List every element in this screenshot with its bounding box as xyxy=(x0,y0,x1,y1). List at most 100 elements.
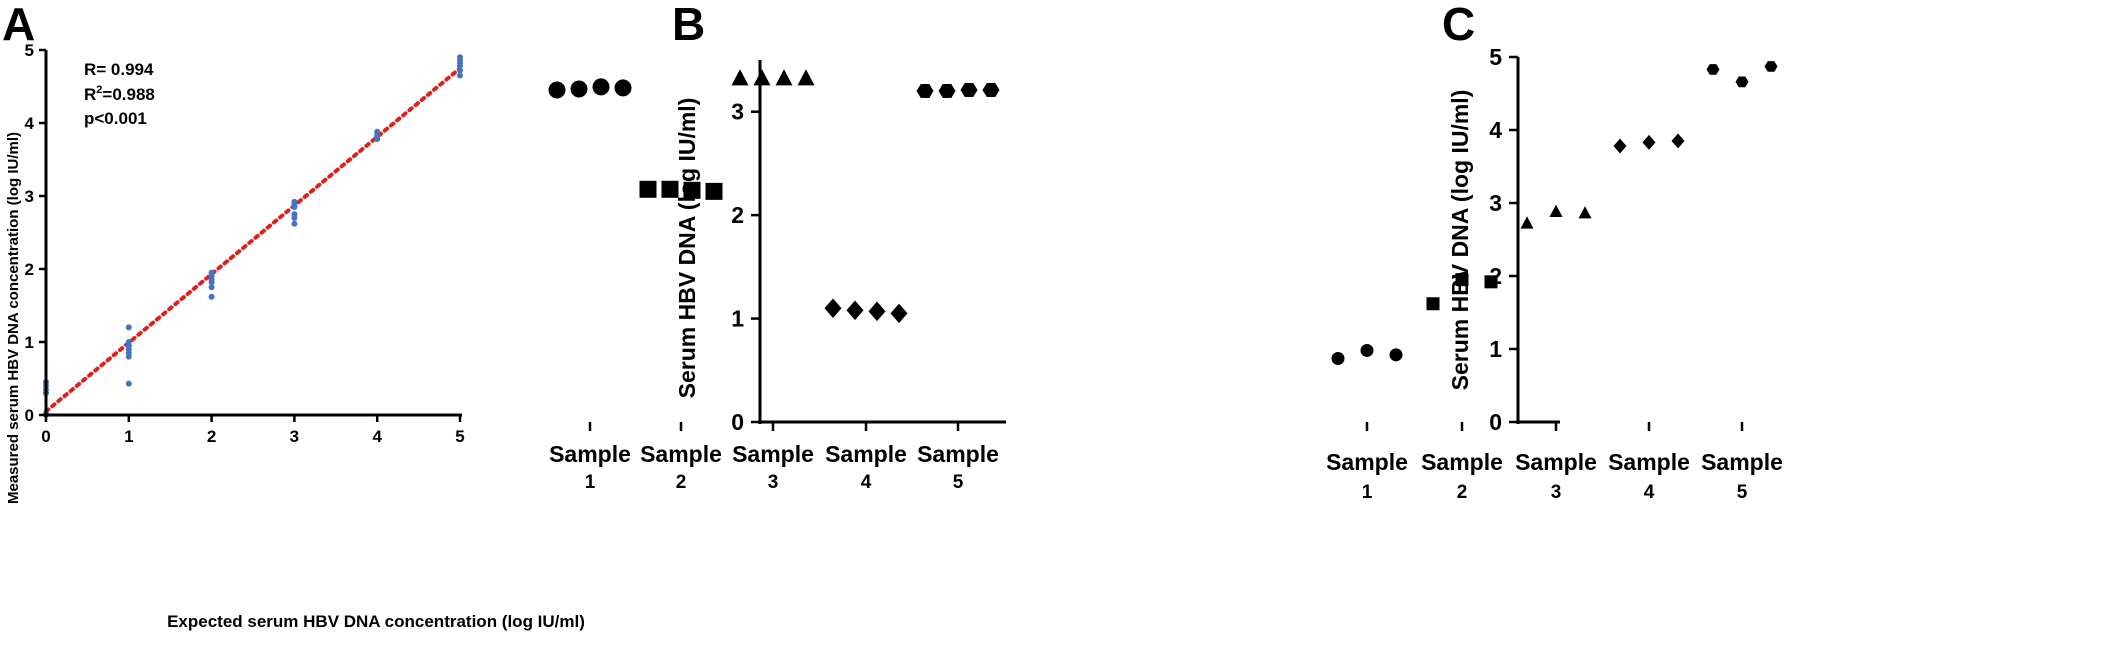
panel-a-stat-r: R= 0.994 xyxy=(84,60,154,79)
panel-b-category-number: 4 xyxy=(861,472,872,493)
panel-b-category-label: Sample xyxy=(825,441,907,467)
panel-a-x-tick-label: 1 xyxy=(124,427,133,446)
panel-b-data-point xyxy=(661,180,679,198)
panel-b-y-tick-label: 0 xyxy=(731,409,744,435)
panel-b-data-point xyxy=(890,303,908,324)
panel-c-y-tick-label: 3 xyxy=(1489,190,1502,216)
panel-c-data-point xyxy=(1331,351,1345,365)
panel-c-data-point xyxy=(1642,134,1656,150)
panel-a-x-tick-label: 2 xyxy=(207,427,216,446)
panel-c-y-axis-title: Serum HBV DNA (log IU/ml) xyxy=(1447,90,1473,391)
panel-a-fit-line-group xyxy=(44,66,462,414)
panel-c-data-point xyxy=(1706,64,1720,75)
panel-b-data-point xyxy=(592,78,610,96)
panel-c-scatter-plot: C 0 1 2 3 4 5 Sample 1 Sample 2 Sample 3 Sample 4 Samp… xyxy=(1326,0,1783,503)
panel-a-data-point xyxy=(291,220,298,227)
panel-b-data-point xyxy=(753,69,771,86)
panel-a-y-tick-label: 1 xyxy=(25,333,34,352)
panel-c-data-point xyxy=(1549,204,1563,217)
panel-b-y-tick-label: 2 xyxy=(731,202,744,228)
panel-a-x-axis-title: Expected serum HBV DNA concentration (lo… xyxy=(167,612,585,631)
panel-b-y-tick-label: 1 xyxy=(731,306,744,332)
panel-b-data-point xyxy=(570,80,588,98)
panel-a-data-point xyxy=(457,67,463,74)
panel-a-y-tick-label: 5 xyxy=(25,41,34,60)
panel-a-data-point xyxy=(208,269,215,276)
panel-b-data-point xyxy=(938,84,956,98)
panel-b-data-point xyxy=(797,69,815,86)
panel-b-data-point xyxy=(614,79,632,97)
panel-c-category-number: 2 xyxy=(1457,482,1468,503)
panel-c-points xyxy=(1331,61,1778,365)
panel-c-data-point xyxy=(1671,133,1685,149)
panel-b-tick-labels: 0 1 2 3 Sample 1 Sample 2 Sample 3 Sample 4 Sample 5 xyxy=(549,99,999,493)
panel-b-data-point xyxy=(982,83,1000,97)
panel-c-data-point xyxy=(1520,216,1534,229)
panel-c-category-label: Sample xyxy=(1608,449,1690,475)
panel-c-axes xyxy=(1365,55,1744,431)
panel-c-y-tick-label: 0 xyxy=(1489,409,1502,435)
panel-b-data-point xyxy=(705,182,723,200)
panel-a-data-point xyxy=(125,380,132,387)
panel-c-data-point xyxy=(1389,348,1403,362)
panel-c-category-number: 4 xyxy=(1644,482,1655,503)
panel-c-y-tick-label: 1 xyxy=(1489,336,1502,362)
panel-b-category-label: Sample xyxy=(917,441,999,467)
panel-a-data-point xyxy=(125,324,132,331)
panel-b-data-point xyxy=(916,84,934,98)
panel-a-data-point xyxy=(457,72,463,79)
panel-c-data-point xyxy=(1360,343,1374,357)
panel-c-letter: C xyxy=(1442,0,1475,50)
panel-c-y-tick-label: 5 xyxy=(1489,44,1502,70)
panel-b-letter: B xyxy=(672,0,705,50)
panel-c-category-number: 1 xyxy=(1362,482,1373,503)
panel-a-data-point xyxy=(208,284,215,291)
panel-c-tick-labels: 0 1 2 3 4 5 Sample 1 Sample 2 Sample 3 Sample 4 Sample… xyxy=(1326,44,1783,503)
panel-a-stat-r2-sup: 2 xyxy=(96,84,102,96)
panel-c-category-number: 5 xyxy=(1737,482,1748,503)
panel-c-data-point xyxy=(1578,206,1592,219)
panel-a-data-point xyxy=(291,211,298,218)
panel-a-y-tick-label: 4 xyxy=(25,114,35,133)
panel-a-axes xyxy=(39,48,462,422)
panel-a-tick-labels: 0 1 2 3 4 5 0 1 2 3 4 5 xyxy=(25,41,465,446)
panel-a-stat-r2-prefix: R xyxy=(84,85,96,104)
panel-a-data-point xyxy=(208,293,215,300)
panel-b-y-axis-title: Serum HBV DNA (log IU/ml) xyxy=(674,98,700,399)
panel-a-data-point xyxy=(125,339,132,345)
panel-a-stat-r2-suffix: =0.988 xyxy=(102,85,154,104)
panel-c-data-point xyxy=(1455,273,1469,287)
panel-b-category-label: Sample xyxy=(549,441,631,467)
panel-b-data-point xyxy=(683,181,701,199)
panel-a-y-axis-title: Measured serum HBV DNA concentration (lo… xyxy=(5,132,22,504)
panel-b-points xyxy=(548,69,1000,324)
panel-b-category-label: Sample xyxy=(732,441,814,467)
panel-b-scatter-plot: B 0 1 2 3 Sample 1 Sample 2 Sample 3 Sample 4 Sample… xyxy=(548,0,1006,493)
panel-c-data-point xyxy=(1735,76,1749,88)
panel-a-x-tick-label: 4 xyxy=(372,427,382,446)
panel-b-data-point xyxy=(824,298,842,319)
panel-b-category-number: 1 xyxy=(585,472,596,493)
panel-b-category-label: Sample xyxy=(640,441,722,467)
panel-a-data-point xyxy=(374,128,381,135)
panel-c-category-label: Sample xyxy=(1701,449,1783,475)
panel-a-stat-r2: R2=0.988 xyxy=(84,84,155,104)
panel-c-y-tick-label: 2 xyxy=(1489,263,1502,289)
panel-a-y-tick-label: 3 xyxy=(25,187,34,206)
panel-a-letter: A xyxy=(2,0,35,50)
panel-b-data-point xyxy=(548,81,566,99)
panel-b-category-number: 5 xyxy=(953,472,964,493)
panel-a-regression-line xyxy=(44,66,462,414)
panel-c-data-point xyxy=(1484,275,1498,289)
panel-a-x-tick-label: 3 xyxy=(290,427,299,446)
panel-c-category-label: Sample xyxy=(1421,449,1503,475)
panel-c-data-point xyxy=(1613,138,1627,154)
panel-c-data-point xyxy=(1764,61,1778,72)
panel-b-data-point xyxy=(775,69,793,86)
panel-a-x-tick-label: 5 xyxy=(455,427,464,446)
panel-b-axes xyxy=(588,60,1006,431)
panel-b-y-tick-label: 3 xyxy=(731,99,744,125)
panel-b-data-point xyxy=(846,300,864,321)
